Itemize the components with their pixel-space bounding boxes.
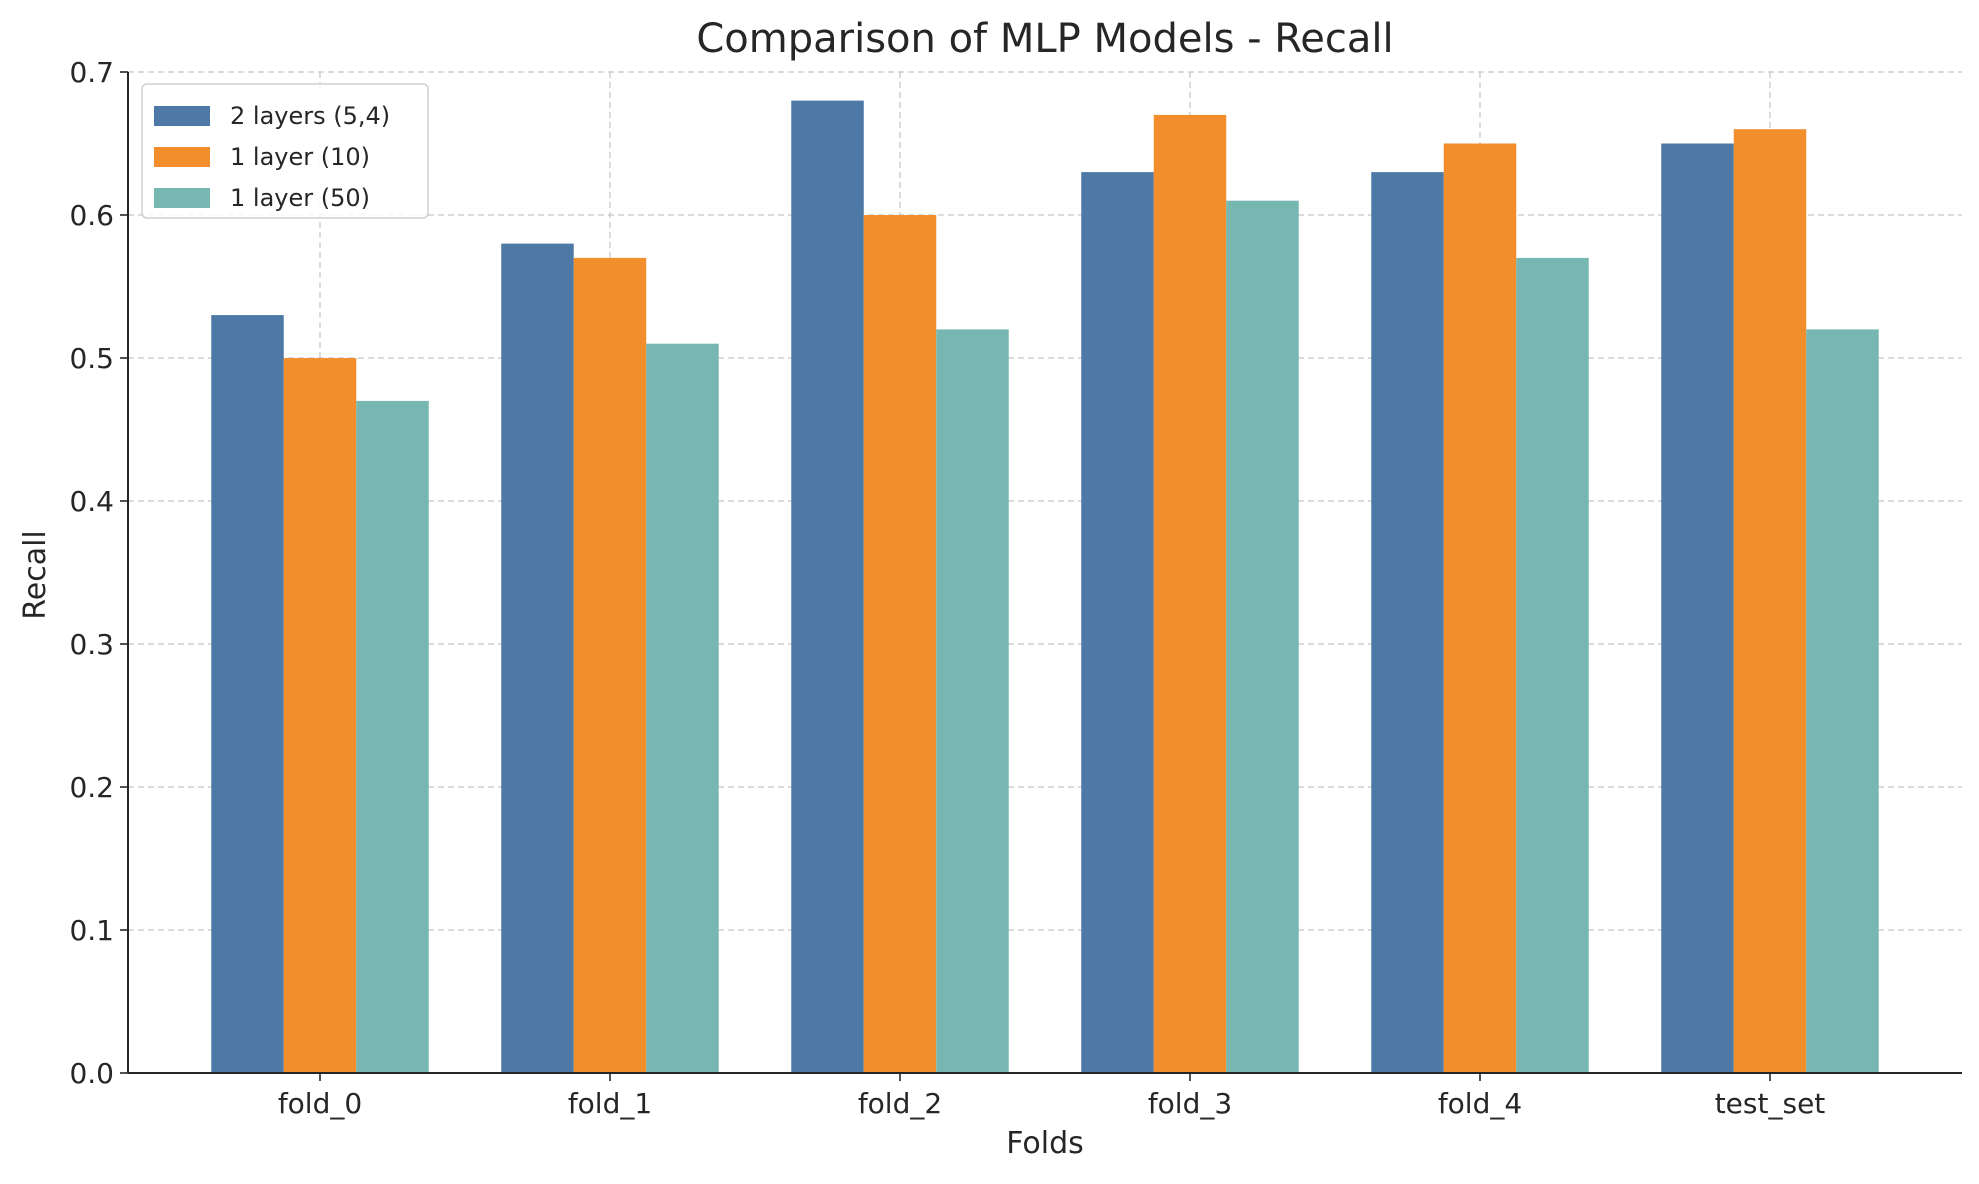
bar: [936, 329, 1009, 1073]
bar: [1226, 200, 1299, 1073]
x-tick-label: fold_1: [568, 1087, 652, 1120]
bar: [1371, 172, 1444, 1074]
bar: [1806, 329, 1879, 1073]
bar: [1153, 114, 1227, 1073]
y-tick-label: 0.3: [69, 628, 114, 661]
y-tick-label: 0.5: [69, 342, 114, 375]
chart-title: Comparison of MLP Models - Recall: [696, 16, 1393, 62]
legend-swatch: [154, 188, 210, 208]
legend-label: 1 layer (50): [230, 184, 370, 212]
y-tick-label: 0.6: [69, 199, 114, 232]
legend: 2 layers (5,4) 1 layer (10) 1 layer (50): [141, 83, 429, 219]
y-tick-label: 0.2: [69, 771, 114, 804]
x-tick-label: fold_3: [1148, 1087, 1232, 1120]
bar: [863, 215, 937, 1073]
bar: [501, 243, 574, 1074]
bar: [1443, 143, 1517, 1073]
x-tick-labels: fold_0 fold_1 fold_2 fold_3 fold_4 test_set: [278, 1087, 1825, 1120]
bar: [283, 358, 357, 1073]
x-axis-label: Folds: [1006, 1126, 1084, 1161]
y-axis-label: Recall: [18, 530, 53, 620]
bar: [1081, 172, 1154, 1074]
bar: [211, 315, 284, 1074]
y-tick-labels: 0.0 0.1 0.2 0.3 0.4 0.5 0.6 0.7: [69, 56, 114, 1090]
legend-label: 1 layer (10): [230, 143, 370, 171]
legend-box: [141, 83, 429, 219]
x-tick-label: fold_0: [278, 1087, 362, 1120]
legend-label: 2 layers (5,4): [230, 102, 390, 130]
bar: [573, 257, 647, 1073]
bar: [356, 400, 429, 1073]
y-tick-label: 0.7: [69, 56, 114, 89]
y-tick-label: 0.4: [69, 485, 114, 518]
legend-swatch: [154, 147, 210, 167]
x-tick-label: fold_2: [858, 1087, 942, 1120]
bar: [1733, 129, 1807, 1073]
bar: [791, 100, 864, 1074]
bar: [646, 343, 719, 1073]
legend-swatch: [154, 106, 210, 126]
bar: [1661, 143, 1734, 1073]
x-tick-label: test_set: [1715, 1087, 1826, 1120]
y-tick-label: 0.0: [69, 1057, 114, 1090]
y-tick-label: 0.1: [69, 914, 114, 947]
bars: [211, 100, 1879, 1074]
x-tick-label: fold_4: [1438, 1087, 1522, 1120]
axes: [120, 71, 1962, 1081]
bar: [1516, 257, 1589, 1073]
